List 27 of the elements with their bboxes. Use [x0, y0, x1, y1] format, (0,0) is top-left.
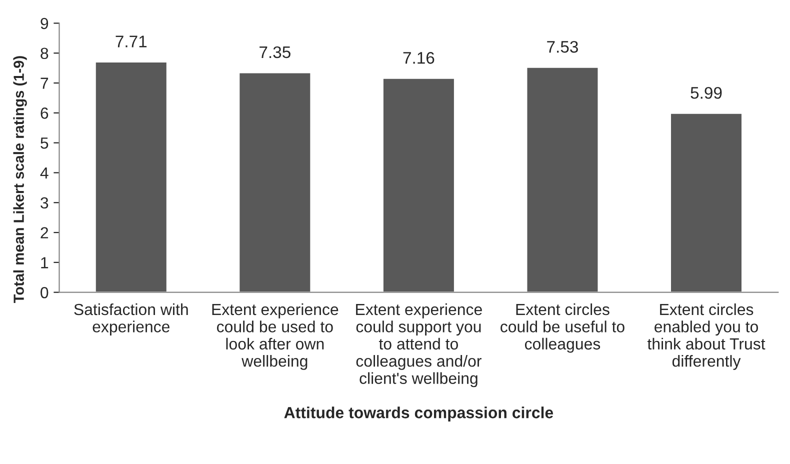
bar: [670, 112, 743, 292]
y-tick-label: 6: [40, 108, 48, 119]
bar: [526, 66, 600, 292]
x-tick-label: Extent experience could support you to attend to colleagues and/or client's wellbeing: [356, 303, 482, 388]
bar: [94, 61, 168, 292]
x-tick-label: Extent circles enabled you to think about Trust differently: [647, 303, 766, 370]
y-tick-label: 2: [40, 227, 48, 238]
data-label: 7.16: [403, 52, 434, 64]
y-tick-label: 1: [41, 257, 48, 268]
y-tick-label: 8: [40, 48, 48, 60]
data-label: 5.99: [690, 87, 722, 99]
x-axis-title: Attitude towards compassion circle: [284, 406, 554, 422]
y-tick-label: 4: [40, 168, 48, 178]
data-label: 7.35: [260, 46, 290, 58]
data-label: 7.53: [547, 40, 578, 53]
y-tick-label: 0: [40, 286, 48, 298]
y-tick-label: 5: [40, 138, 48, 149]
bar: [382, 78, 456, 292]
y-axis-title: Total mean Likert scale ratings (1-9): [13, 56, 27, 303]
data-label: 7.71: [116, 36, 147, 48]
x-tick-label: Satisfaction with experience: [74, 303, 188, 336]
bar: [238, 72, 312, 292]
x-tick-label: Extent circles could be useful to colleagues: [500, 303, 624, 353]
y-tick-label: 3: [40, 197, 48, 209]
y-tick-label: 7: [40, 78, 48, 89]
x-tick-label: Extent experience could be used to look after own wellbeing: [212, 303, 338, 370]
y-tick-label: 9: [40, 18, 48, 30]
